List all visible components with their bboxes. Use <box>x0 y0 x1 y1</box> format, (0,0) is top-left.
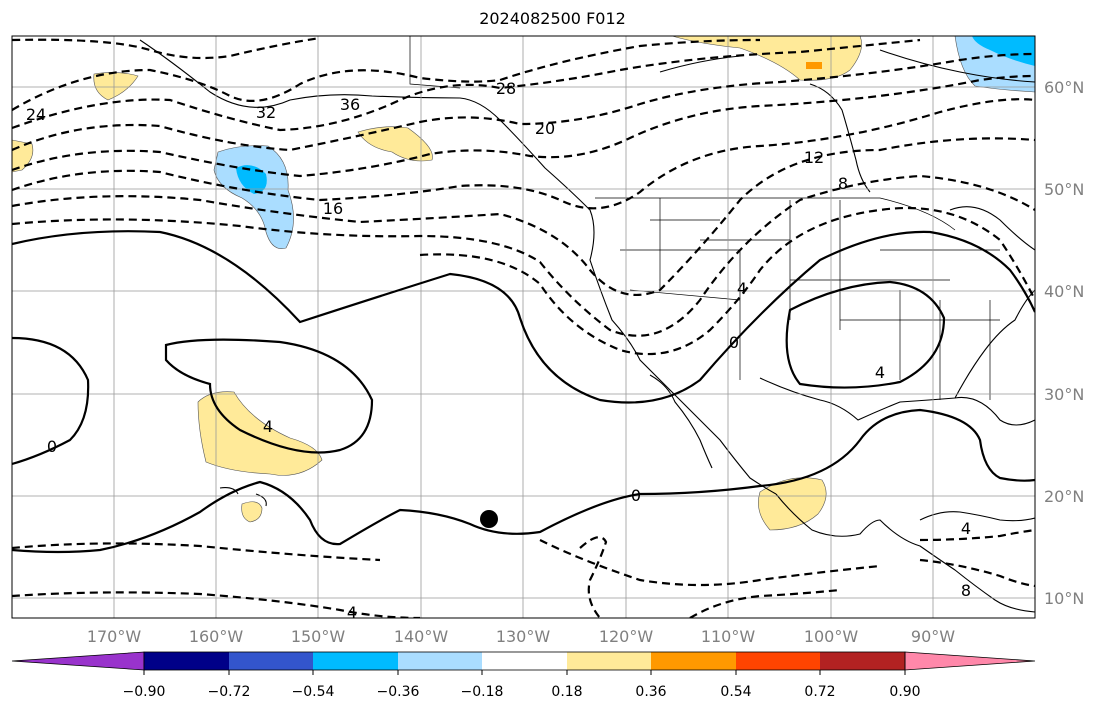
negative-shade-core <box>972 36 1035 66</box>
colorbar-tick-label: 0.90 <box>889 684 920 700</box>
map-frame <box>11 35 1036 619</box>
colorbar-tick-label: 0.72 <box>804 684 835 700</box>
contour-label: 4 <box>961 519 971 538</box>
negative-shade-core <box>236 165 267 194</box>
positive-shade <box>357 126 433 162</box>
contour-label: 20 <box>535 119 555 138</box>
contour-label: 24 <box>26 105 46 124</box>
political-borders <box>409 36 1000 400</box>
colorbar-segment <box>144 652 229 670</box>
lon-label: 150°W <box>291 627 346 646</box>
lon-label: 110°W <box>701 627 756 646</box>
map-title: 2024082500 F012 <box>479 9 626 28</box>
colorbar-tick-label: −0.54 <box>292 684 335 700</box>
positive-shade <box>671 36 862 81</box>
contour-label: 8 <box>838 174 848 193</box>
contour-label: 32 <box>256 103 276 122</box>
solid-contours <box>12 230 1035 554</box>
colorbar-tick-label: 0.36 <box>635 684 666 700</box>
contour-labels: 24 32 36 28 20 16 12 8 4 0 0 4 4 0 4 8 4 <box>26 79 971 622</box>
contour-label: 16 <box>323 199 343 218</box>
lon-label: 170°W <box>87 627 142 646</box>
contour-label: 4 <box>347 603 357 622</box>
negative-shade <box>213 145 294 249</box>
contour-label: 4 <box>737 279 747 298</box>
longitude-labels: 170°W 160°W 150°W 140°W 130°W 120°W 110°… <box>87 627 955 646</box>
colorbar-tick-label: 0.54 <box>720 684 751 700</box>
lon-label: 100°W <box>804 627 859 646</box>
positive-shade <box>197 391 323 476</box>
contour-label: 0 <box>729 333 739 352</box>
positive-shade <box>93 72 139 101</box>
colorbar-segment <box>398 652 482 670</box>
colorbar-tick-label: −0.18 <box>461 684 504 700</box>
contour-label: 0 <box>631 486 641 505</box>
contour-label: 36 <box>340 95 360 114</box>
colorbar-tick-label: −0.90 <box>123 684 166 700</box>
colorbar-tick-label: −0.72 <box>208 684 251 700</box>
colorbar-ticks <box>143 670 906 675</box>
lat-label: 40°N <box>1044 282 1084 301</box>
positive-shade <box>12 139 34 173</box>
contour-label: 0 <box>47 437 57 456</box>
colorbar-tick-label: −0.36 <box>377 684 420 700</box>
colorbar-segment <box>820 652 905 670</box>
latitude-labels: 60°N 50°N 40°N 30°N 20°N 10°N <box>1044 78 1084 608</box>
lat-label: 20°N <box>1044 487 1084 506</box>
lon-label: 90°W <box>911 627 955 646</box>
colorbar-segment <box>313 652 398 670</box>
lat-label: 60°N <box>1044 78 1084 97</box>
contour-label: 8 <box>961 581 971 600</box>
lon-label: 140°W <box>394 627 449 646</box>
colorbar-extend-max <box>904 651 1036 671</box>
contour-label: 4 <box>263 417 273 436</box>
contour-label: 4 <box>875 363 885 382</box>
colorbar-extend-min <box>11 651 145 671</box>
colorbar-segment <box>736 652 820 670</box>
colorbar-tick-label: 0.18 <box>551 684 582 700</box>
lon-label: 160°W <box>189 627 244 646</box>
map-panel <box>12 36 1035 618</box>
lat-label: 10°N <box>1044 589 1084 608</box>
shaded-regions <box>12 36 1035 531</box>
dashed-contours <box>12 36 1035 618</box>
colorbar-frame <box>143 651 906 671</box>
lon-label: 120°W <box>599 627 654 646</box>
colorbar: −0.90 −0.72 −0.54 −0.36 −0.18 0.18 0.36 … <box>11 651 1036 700</box>
colorbar-segment <box>651 652 736 670</box>
colorbar-segment <box>229 652 313 670</box>
storm-center-marker <box>480 510 498 528</box>
lat-label: 30°N <box>1044 385 1084 404</box>
positive-shade-core <box>806 62 822 69</box>
lon-label: 130°W <box>496 627 551 646</box>
colorbar-segment <box>482 652 567 670</box>
lat-label: 50°N <box>1044 180 1084 199</box>
colorbar-segment <box>567 652 651 670</box>
coastlines <box>139 39 1035 613</box>
gridlines <box>12 36 1035 618</box>
contour-label: 28 <box>496 79 516 98</box>
positive-shade <box>241 501 263 523</box>
contour-label: 12 <box>804 148 824 167</box>
